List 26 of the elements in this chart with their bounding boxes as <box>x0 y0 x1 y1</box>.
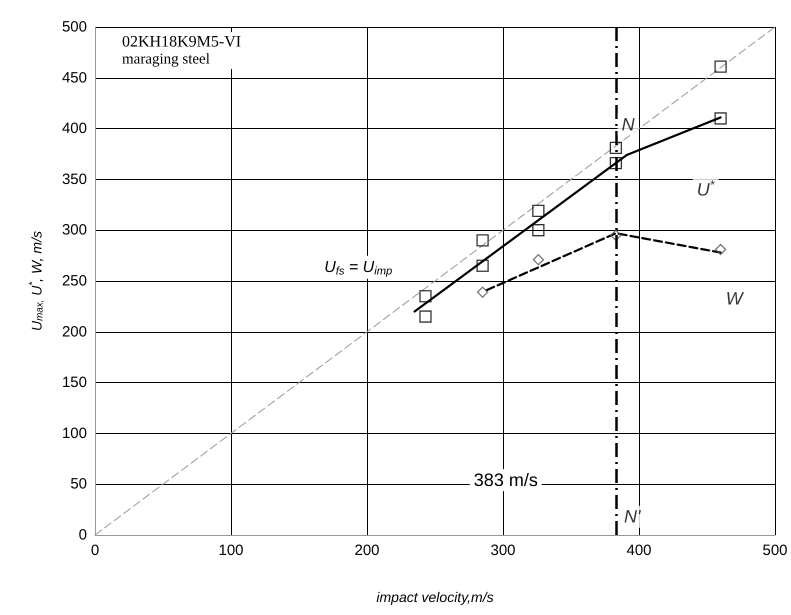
y-tick-label: 0 <box>78 526 87 544</box>
annotation: 383 m/s <box>474 470 538 490</box>
y-tick-label: 150 <box>62 374 87 392</box>
annotation: N <box>622 114 636 135</box>
y-tick-label: 500 <box>62 18 87 36</box>
y-tick-label: 200 <box>62 323 87 340</box>
y-tick-label: 100 <box>62 424 87 442</box>
x-axis-title: impact velocity,m/s <box>376 589 494 605</box>
x-tick-label: 500 <box>762 542 788 559</box>
x-tick-label: 0 <box>90 542 100 559</box>
chart-title: 02KH18K9M5-VI <box>122 34 242 50</box>
annotation: U* <box>696 178 716 200</box>
x-tick-label: 300 <box>490 542 516 559</box>
x-tick-label: 400 <box>626 542 652 559</box>
x-tick-label: 200 <box>354 542 380 559</box>
y-tick-label: 250 <box>62 272 87 290</box>
y-tick-label: 400 <box>62 120 87 138</box>
annotation: W <box>726 288 745 308</box>
annotation: N' <box>624 506 641 527</box>
y-tick-label: 350 <box>62 170 87 188</box>
y-tick-label: 50 <box>70 476 87 493</box>
x-tick-label: 100 <box>218 542 244 559</box>
text: maraging steel <box>122 52 210 68</box>
y-tick-label: 450 <box>62 69 87 86</box>
y-tick-label: 300 <box>62 222 87 239</box>
y-axis-title: Umax, U*, W, m/s <box>28 231 46 331</box>
